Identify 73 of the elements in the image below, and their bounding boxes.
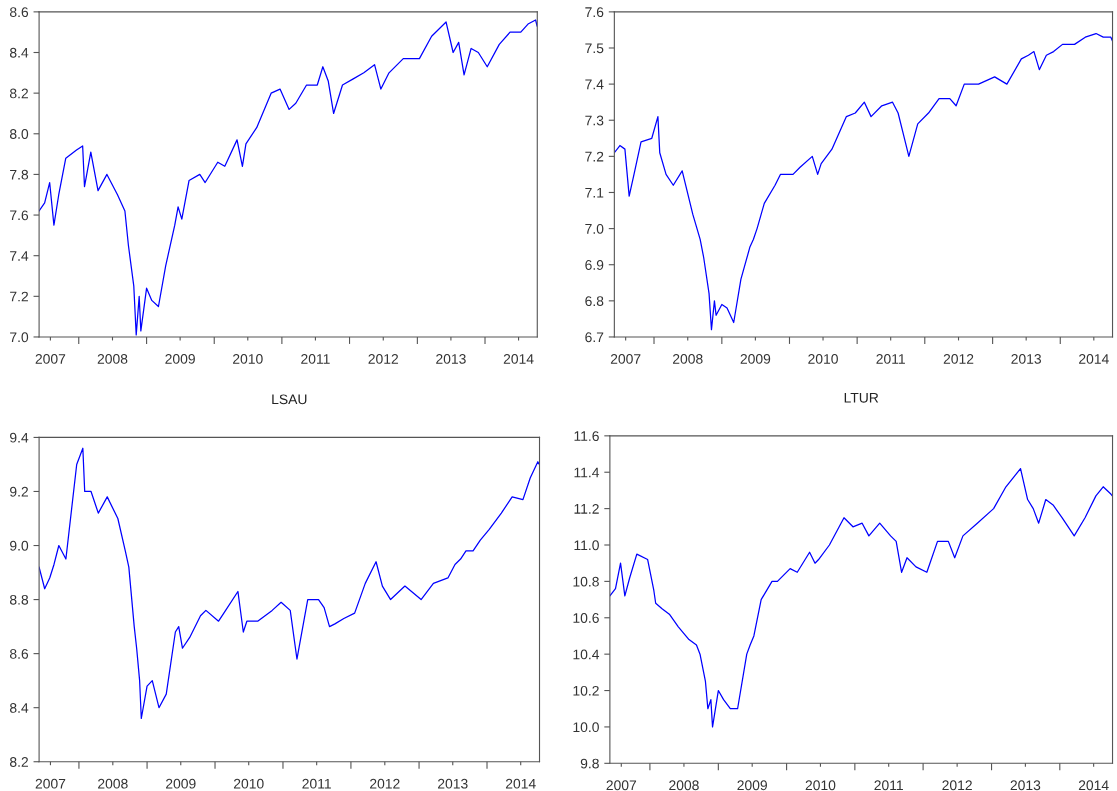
x-tick-label: 2011 xyxy=(874,780,903,791)
y-tick-label: 7.0 xyxy=(585,223,604,234)
x-tick-label: 2013 xyxy=(436,354,466,364)
y-tick-label: 11.0 xyxy=(574,540,599,551)
y-tick-label: 8.4 xyxy=(9,703,29,713)
line-series xyxy=(614,32,1113,331)
x-tick-label: 2008 xyxy=(669,780,699,791)
x-tick-label: 2010 xyxy=(808,354,838,364)
y-tick-label: 7.4 xyxy=(10,251,29,261)
x-tick-label: 2012 xyxy=(370,778,400,789)
y-tick-label: 7.4 xyxy=(585,79,604,90)
x-tick-label: 2011 xyxy=(302,778,331,789)
y-tick-label: 8.6 xyxy=(9,7,29,18)
x-tick-label: 2014 xyxy=(503,354,534,364)
y-tick-label: 9.8 xyxy=(580,758,599,769)
y-tick-label: 9.2 xyxy=(10,486,28,497)
y-tick-label: 10.8 xyxy=(573,576,599,587)
x-tick-label: 2010 xyxy=(233,354,263,364)
y-tick-label: 7.5 xyxy=(585,43,604,54)
y-tick-label: 6.7 xyxy=(585,332,604,343)
y-tick-label: 11.2 xyxy=(574,503,599,514)
y-tick-label: 11.6 xyxy=(574,431,599,442)
line-series xyxy=(609,467,1113,728)
x-tick-label: 2012 xyxy=(943,354,974,364)
x-tick-label: 2007 xyxy=(606,780,637,791)
y-tick-label: 8.8 xyxy=(9,594,29,605)
y-tick-label: 7.2 xyxy=(585,151,604,162)
y-tick-label: 9.0 xyxy=(10,540,29,551)
line-series xyxy=(39,447,540,720)
chart-title: LTUR xyxy=(844,392,879,403)
x-tick-label: 2013 xyxy=(1011,354,1042,364)
y-tick-label: 7.2 xyxy=(10,291,28,302)
x-tick-label: 2007 xyxy=(35,354,66,364)
x-tick-label: 2007 xyxy=(610,354,641,364)
x-tick-label: 2012 xyxy=(368,354,399,364)
y-tick-label: 8.2 xyxy=(9,757,28,767)
y-tick-label: 6.8 xyxy=(585,296,604,307)
x-tick-label: 2014 xyxy=(1078,780,1109,791)
x-tick-label: 2008 xyxy=(98,778,128,789)
y-tick-label: 8.0 xyxy=(9,129,29,139)
y-tick-label: 7.6 xyxy=(10,210,29,221)
y-tick-label: 7.1 xyxy=(585,187,604,198)
y-tick-label: 10.4 xyxy=(573,649,600,660)
y-tick-label: 8.6 xyxy=(9,648,29,659)
x-tick-label: 2012 xyxy=(942,780,972,791)
y-tick-label: 11.4 xyxy=(574,467,600,478)
x-tick-label: 2007 xyxy=(35,778,66,789)
y-tick-label: 7.8 xyxy=(10,169,29,180)
x-tick-label: 2009 xyxy=(740,354,771,364)
x-tick-label: 2008 xyxy=(672,354,703,364)
chart-title: LSAU xyxy=(272,394,307,405)
x-tick-label: 2014 xyxy=(1079,354,1109,364)
x-tick-label: 2009 xyxy=(737,780,767,791)
x-tick-label: 2010 xyxy=(805,780,836,791)
y-tick-label: 7.3 xyxy=(585,115,604,126)
x-tick-label: 2011 xyxy=(876,354,905,364)
y-tick-label: 8.4 xyxy=(9,47,29,58)
x-tick-label: 2013 xyxy=(438,778,468,789)
y-tick-label: 6.9 xyxy=(585,260,604,270)
y-tick-label: 7.0 xyxy=(10,332,29,343)
y-tick-label: 10.0 xyxy=(573,722,599,733)
x-tick-label: 2010 xyxy=(233,778,264,789)
y-tick-label: 7.6 xyxy=(585,7,604,18)
x-tick-label: 2008 xyxy=(97,354,128,364)
x-tick-label: 2009 xyxy=(165,354,195,364)
x-tick-label: 2014 xyxy=(505,778,536,789)
y-tick-label: 9.4 xyxy=(10,432,29,443)
x-tick-label: 2013 xyxy=(1010,780,1041,791)
x-tick-label: 2011 xyxy=(301,354,330,364)
y-tick-label: 8.2 xyxy=(9,88,28,99)
y-tick-label: 10.2 xyxy=(573,685,599,696)
y-tick-label: 10.6 xyxy=(573,613,599,623)
x-tick-label: 2009 xyxy=(166,778,196,789)
